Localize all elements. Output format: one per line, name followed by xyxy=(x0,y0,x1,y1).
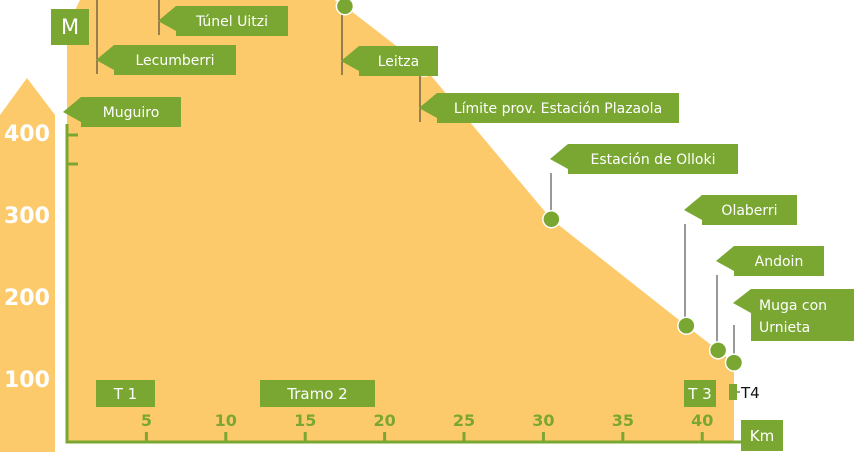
segment-box xyxy=(260,380,375,407)
segment-label: T 3 xyxy=(687,385,711,403)
waypoint-flag xyxy=(341,46,438,76)
waypoint-flag xyxy=(96,45,236,75)
waypoint-flag xyxy=(550,144,738,174)
y-tick-label: 200 xyxy=(4,286,50,311)
waypoint-flags: Muguiro Lecumberri Túnel Uitzi Leitza Límite… xyxy=(63,6,854,341)
waypoint-flag xyxy=(419,93,679,123)
waypoint-marker xyxy=(708,341,728,360)
segment-label: Tramo 2 xyxy=(286,385,347,403)
axes xyxy=(65,124,742,444)
waypoint-flag xyxy=(716,246,824,276)
waypoint-flag xyxy=(684,195,797,225)
waypoint-label: Olaberri xyxy=(721,203,777,219)
y-tick-label: 100 xyxy=(4,368,50,393)
x-tick-label: 40 xyxy=(691,411,713,430)
x-tick-label: 15 xyxy=(294,411,316,430)
y-tick-label: 300 xyxy=(4,204,50,229)
y-tick-labels: 100200300400500600700 xyxy=(4,40,50,393)
waypoint-label: Lecumberri xyxy=(135,53,214,69)
x-tick-label: 10 xyxy=(215,411,237,430)
waypoint-label: Andoin xyxy=(755,254,804,270)
x-unit-label: Km xyxy=(741,420,783,451)
waypoint-flag xyxy=(733,289,854,341)
waypoint-label: Leitza xyxy=(378,54,419,70)
waypoint-label: Límite prov. Estación Plazaola xyxy=(454,101,662,117)
segment-label: T 1 xyxy=(113,385,137,403)
route-segments: T 1 Tramo 2 T 3 T4 xyxy=(96,380,760,407)
waypoint-flag xyxy=(63,97,181,127)
segment-box xyxy=(96,380,155,407)
segment-label: T4 xyxy=(740,384,760,402)
waypoint-marker xyxy=(335,0,355,16)
waypoint-label: Túnel Uitzi xyxy=(195,14,268,30)
segment-box xyxy=(684,380,716,407)
elevation-axis-arrow xyxy=(0,78,55,452)
waypoint-marker xyxy=(542,209,561,229)
y-tick-label: 400 xyxy=(4,122,50,147)
waypoint-label: Muguiro xyxy=(103,105,160,121)
x-tick-label: 35 xyxy=(612,411,634,430)
x-tick-label: 30 xyxy=(532,411,554,430)
waypoint-marker xyxy=(724,353,744,372)
waypoint-label: Muga con Urnieta xyxy=(759,298,827,336)
x-tick-label: 25 xyxy=(453,411,475,430)
waypoint-label: Estación de Olloki xyxy=(591,152,716,168)
x-tick-label: 20 xyxy=(373,411,395,430)
waypoint-flag xyxy=(158,6,288,36)
y-unit-label: M xyxy=(51,9,89,45)
segment-marker-t4 xyxy=(729,384,737,400)
waypoint-marker xyxy=(677,316,696,335)
x-tick-label: 5 xyxy=(141,411,152,430)
y-tick-label: 500 xyxy=(4,40,50,65)
x-tick-labels: 5 10 15 20 25 30 35 40 xyxy=(141,411,714,430)
elevation-profile-area xyxy=(67,0,734,442)
